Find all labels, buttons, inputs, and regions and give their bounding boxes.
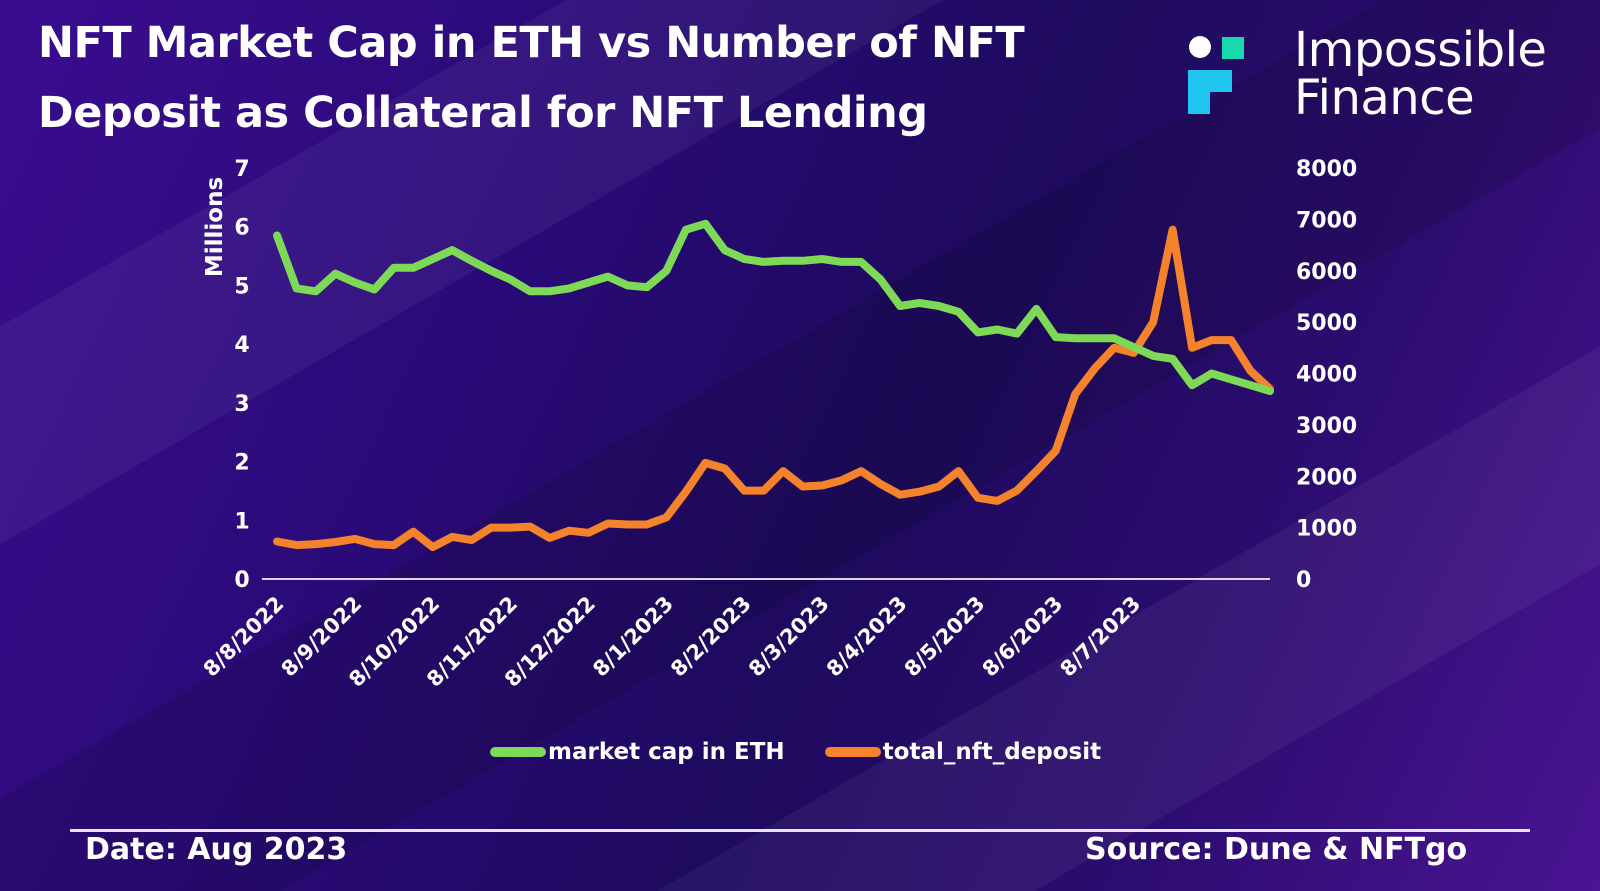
right-tick-label: 3000 [1296,414,1357,439]
x-tick-label: 8/2/2023 [666,592,756,682]
left-tick-label: 5 [234,274,249,299]
logo-wordmark: Impossible Finance [1294,22,1547,126]
x-tick-label: 8/3/2023 [744,592,834,682]
right-y-axis: 0 1000 2000 3000 4000 5000 6000 7000 8000 [1296,157,1357,593]
footer-divider [70,829,1530,832]
right-tick-label: 7000 [1296,208,1357,233]
left-tick-label: 6 [234,216,249,241]
chart-title: NFT Market Cap in ETH vs Number of NFT D… [38,8,1038,148]
x-tick-label: 8/6/2023 [978,592,1068,682]
series-layer [273,219,1274,552]
left-tick-label: 1 [234,509,249,534]
right-tick-label: 5000 [1296,311,1357,336]
left-tick-label: 7 [234,157,249,182]
right-tick-label: 0 [1296,568,1311,593]
legend-item-market-cap: market cap in ETH [490,739,785,765]
logo-word-1: Impossible [1294,22,1547,78]
right-tick-label: 8000 [1296,157,1357,182]
series-line-deposit [273,225,1274,552]
right-tick-label: 2000 [1296,465,1357,490]
legend-item-deposit: total_nft_deposit [824,739,1102,765]
x-tick-label: 8/1/2023 [588,592,678,682]
left-axis-label: Millions [202,177,228,277]
left-tick-label: 4 [234,333,249,358]
chart-legend: market cap in ETH total_nft_deposit [490,734,1141,770]
logo-word-2: Finance [1294,70,1475,126]
line-chart: 0 1 2 3 4 5 6 7 0 1000 2000 3000 4000 5000 6000 7000 80… [199,157,1358,692]
footer-date: Date: Aug 2023 [85,832,348,867]
x-axis: 8/8/20228/9/20228/10/20228/11/20228/12/2… [199,578,1270,692]
right-tick-label: 1000 [1296,517,1357,542]
impossible-finance-logo: Impossible Finance [1188,26,1568,140]
footer-source: Source: Dune & NFTgo [1085,832,1468,867]
right-tick-label: 6000 [1296,260,1357,285]
x-tick-label: 8/5/2023 [900,592,990,682]
legend-label-market-cap: market cap in ETH [548,739,785,765]
series-line-market-cap [273,219,1274,396]
legend-swatch-market-cap [490,747,546,757]
legend-label-deposit: total_nft_deposit [882,739,1102,765]
left-tick-label: 2 [234,451,249,476]
legend-swatch-deposit [824,747,881,757]
chart-title-line-2: Deposit as Collateral for NFT Lending [38,88,928,138]
left-tick-label: 0 [234,568,249,593]
right-tick-label: 4000 [1296,363,1357,388]
left-tick-label: 3 [234,392,249,417]
chart-title-line-1: NFT Market Cap in ETH vs Number of NFT [38,18,1025,68]
x-tick-label: 8/7/2023 [1055,592,1145,682]
x-tick-label: 8/8/2022 [199,592,289,682]
logo-mark-icon [1188,36,1244,114]
x-tick-label: 8/4/2023 [822,592,912,682]
left-y-axis: 0 1 2 3 4 5 6 7 [234,157,249,593]
